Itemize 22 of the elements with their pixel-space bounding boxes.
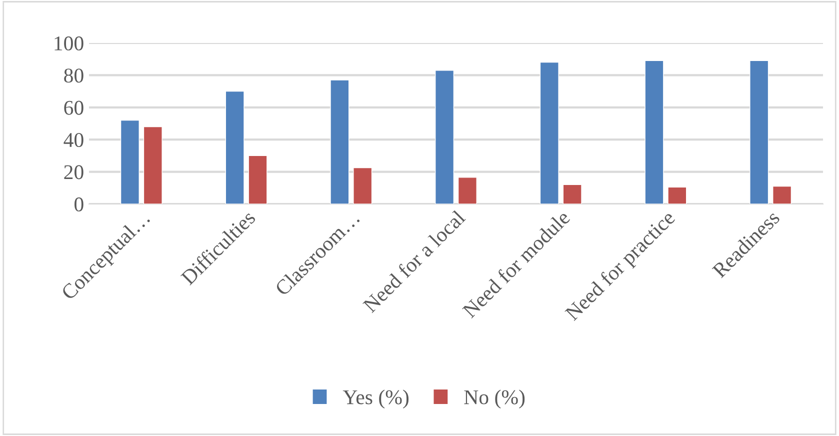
legend-label: No (%) — [464, 390, 525, 409]
y-tick-label: 80 — [64, 68, 84, 83]
bar — [330, 80, 350, 204]
bar — [248, 155, 268, 204]
bar — [668, 186, 687, 204]
bar — [540, 62, 559, 204]
bar — [644, 60, 664, 204]
y-tick-label: 40 — [64, 132, 84, 148]
bar — [458, 177, 477, 204]
y-tick-label: 60 — [64, 100, 84, 115]
bar — [750, 60, 769, 204]
bar — [562, 184, 582, 204]
bar — [435, 70, 454, 204]
y-tick-label: 0 — [74, 197, 84, 212]
legend-label: Yes (%) — [342, 390, 409, 409]
bar — [120, 120, 140, 204]
bar — [143, 126, 162, 204]
y-tick-label: 20 — [64, 165, 84, 180]
bar — [772, 186, 792, 204]
bar — [353, 167, 372, 204]
y-tick-label: 100 — [54, 36, 84, 50]
bar — [225, 90, 244, 204]
